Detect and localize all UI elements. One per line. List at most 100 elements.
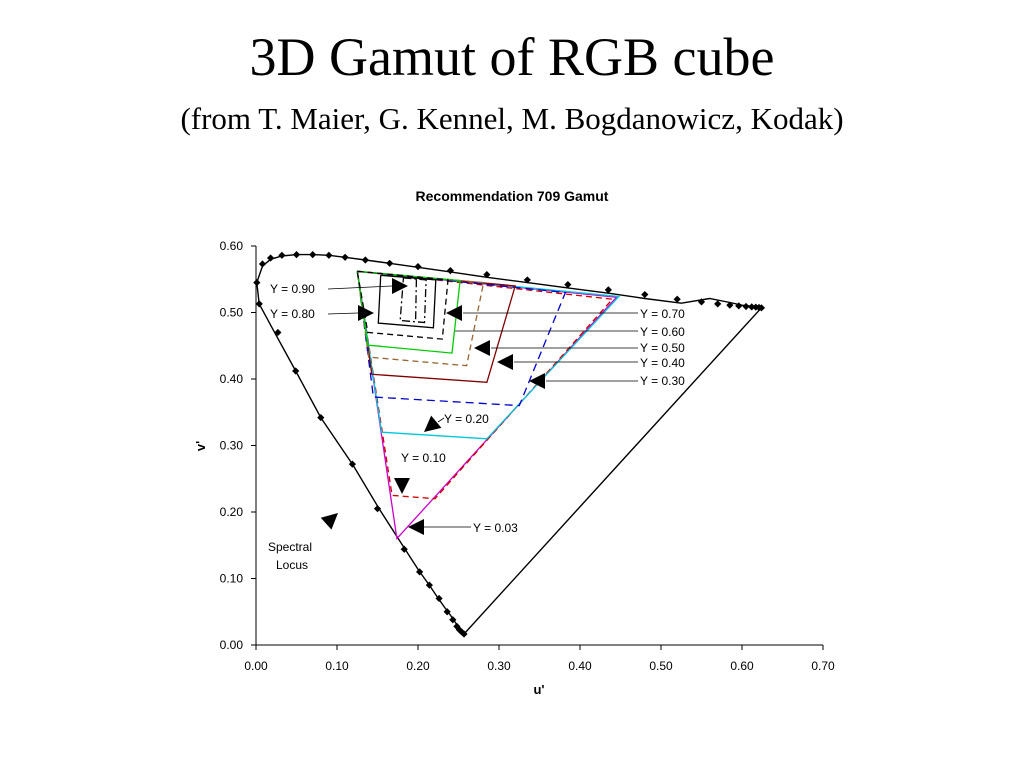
spectral-point: [742, 302, 750, 311]
spectral-point: [449, 616, 457, 624]
y-tick-label: 0.10: [220, 572, 244, 586]
annotation-y040: Y = 0.40: [640, 356, 685, 370]
x-tick-label: 0.70: [811, 659, 835, 673]
spectral-point: [697, 298, 706, 306]
annotation-spectral2: Locus: [276, 558, 308, 572]
x-tick-label: 0.30: [487, 659, 511, 673]
spectral-point: [641, 290, 649, 299]
annotation-y080: Y = 0.80: [270, 307, 315, 321]
spectral-point: [278, 251, 286, 259]
spectral-point: [325, 251, 333, 259]
x-tick-label: 0.20: [406, 659, 430, 673]
spectral-point: [425, 581, 433, 589]
y-tick-label: 0.40: [220, 372, 244, 386]
spectral-point: [453, 622, 461, 630]
series-line-y090a: [399, 277, 427, 324]
slide-subtitle: (from T. Maier, G. Kennel, M. Bogdanowic…: [180, 101, 844, 136]
spectral-point: [309, 251, 317, 259]
spectral-point: [735, 302, 743, 310]
series-line-y050: [356, 270, 485, 367]
series-line-spectral: [256, 253, 763, 635]
x-tick-label: 0.50: [649, 659, 673, 673]
y-axis-label: v': [193, 441, 208, 451]
x-tick-label: 0.10: [325, 659, 349, 673]
y-tick-label: 0.50: [220, 306, 244, 320]
spectral-point: [446, 267, 454, 275]
chart-title: Recommendation 709 Gamut: [416, 188, 609, 204]
annotation-y030: Y = 0.30: [640, 374, 685, 388]
annotation-y020: Y = 0.20: [444, 412, 489, 426]
arrowhead: [320, 513, 338, 530]
annotation-y070: Y = 0.70: [640, 307, 685, 321]
series-line-y090b: [414, 279, 418, 322]
spectral-point: [673, 295, 681, 303]
x-tick-label: 0.60: [730, 659, 754, 673]
spectral-point: [604, 286, 612, 294]
annotation-y003: Y = 0.03: [473, 521, 518, 535]
spectral-point: [455, 626, 463, 634]
y-tick-label: 0.00: [220, 638, 244, 652]
arrowhead: [497, 354, 513, 370]
arrowhead: [394, 478, 410, 494]
spectral-point: [258, 260, 267, 268]
annotation-y050: Y = 0.50: [640, 341, 685, 355]
x-axis-label: u': [533, 682, 544, 697]
spectral-point: [341, 253, 349, 261]
annotation-y060: Y = 0.60: [640, 325, 685, 339]
spectral-point: [726, 301, 734, 309]
chart-axes: 0.00 0.10 0.20 0.30 0.40 0.50 0.60 0.70 0.00 0.10…: [220, 239, 835, 673]
y-tick-label: 0.20: [220, 505, 244, 519]
spectral-point: [373, 505, 382, 513]
spectral-point: [317, 413, 325, 422]
y-tick-label: 0.60: [220, 239, 244, 253]
arrowhead: [408, 519, 424, 535]
spectral-point: [523, 276, 531, 284]
spectral-point: [443, 608, 451, 616]
spectral-point: [255, 300, 263, 308]
spectral-point: [748, 303, 756, 311]
spectral-point: [414, 263, 422, 271]
series-line-y020: [356, 270, 621, 440]
series-line-y040: [356, 270, 517, 383]
spectral-point: [714, 300, 722, 308]
x-tick-label: 0.40: [568, 659, 592, 673]
spectral-point: [483, 270, 491, 279]
annotation-spectral1: Spectral: [268, 540, 312, 554]
spectral-point: [416, 568, 424, 576]
leader-line: [327, 312, 359, 315]
spectral-point: [274, 328, 282, 337]
arrowhead: [446, 305, 462, 321]
y-tick-label: 0.30: [220, 439, 244, 453]
annotation-y010: Y = 0.10: [401, 451, 446, 465]
arrowhead: [424, 415, 442, 432]
slide-title: 3D Gamut of RGB cube: [249, 27, 775, 87]
chart-series: [256, 253, 763, 635]
spectral-point: [292, 251, 301, 259]
spectral-point: [460, 630, 468, 638]
leader-line: [327, 285, 393, 290]
spectral-point: [253, 278, 261, 287]
spectral-locus-markers: [253, 251, 766, 638]
arrowhead: [474, 340, 490, 356]
arrowhead: [392, 278, 408, 294]
spectral-point: [435, 594, 443, 603]
series-line-y030: [356, 270, 567, 407]
series-line-y080: [377, 274, 437, 329]
spectral-point: [348, 460, 356, 468]
annotation-labels: Y = 0.90 Y = 0.80 Y = 0.70 Y = 0.60 Y = 0.50…: [268, 282, 685, 572]
annotation-leaders: [320, 278, 638, 535]
spectral-point: [400, 545, 408, 553]
spectral-point: [361, 256, 369, 264]
x-tick-label: 0.00: [244, 659, 268, 673]
arrowhead: [358, 305, 374, 321]
spectral-point: [292, 367, 300, 375]
series-line-y003: [356, 270, 618, 541]
spectral-point: [266, 254, 275, 262]
annotation-y090: Y = 0.90: [270, 282, 315, 296]
spectral-point: [386, 259, 394, 267]
series-line-y010: [356, 270, 614, 500]
arrowhead: [529, 373, 545, 389]
leader-line: [437, 417, 445, 423]
spectral-point: [757, 304, 766, 312]
